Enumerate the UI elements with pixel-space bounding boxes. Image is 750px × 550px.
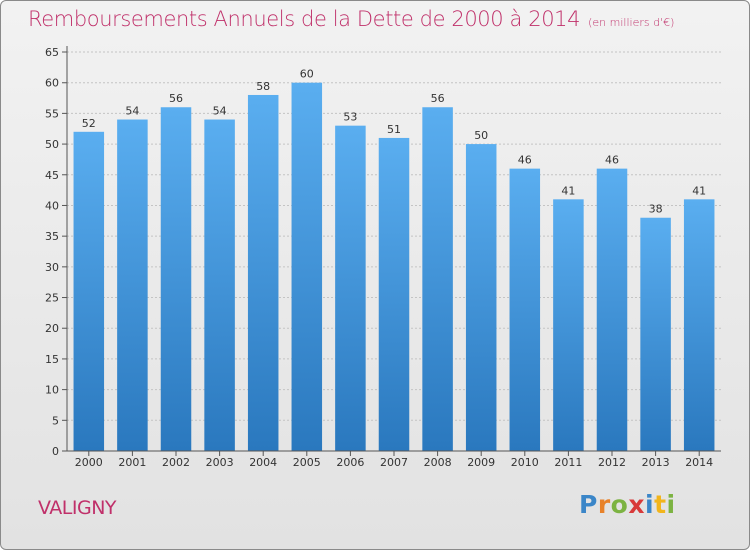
proxiti-logo: Proxiti: [579, 490, 676, 519]
commune-name: VALIGNY: [38, 497, 117, 519]
value-label: 58: [256, 80, 270, 93]
value-label: 54: [125, 105, 139, 118]
bar: [117, 119, 148, 452]
bar: [683, 199, 715, 451]
x-tick-label: 2005: [293, 456, 321, 469]
y-tick-label: 55: [45, 107, 59, 120]
x-tick-label: 2007: [380, 456, 408, 469]
bars: [73, 82, 715, 452]
x-tick-label: 2009: [467, 456, 495, 469]
y-tick-label: 25: [45, 292, 59, 305]
bar: [640, 217, 671, 451]
y-tick-label: 45: [45, 169, 59, 182]
y-tick-label: 20: [45, 322, 59, 335]
bar: [553, 199, 584, 451]
value-label: 41: [561, 184, 575, 197]
x-tick-label: 2001: [118, 456, 146, 469]
y-tick-label: 30: [45, 261, 59, 274]
x-tick-label: 2013: [642, 456, 670, 469]
logo-letter: t: [654, 490, 667, 519]
x-tick-label: 2006: [336, 456, 364, 469]
labels: 0 5 10 15 20 25 30 35 40 45 50 55 60 65 52 2000 54 2001 56…: [45, 46, 713, 469]
y-tick-label: 15: [45, 353, 59, 366]
y-tick-label: 5: [52, 414, 59, 427]
y-tick-label: 65: [45, 46, 59, 59]
logo-letter: P: [579, 490, 598, 519]
value-label: 50: [474, 129, 488, 142]
x-tick-label: 2002: [162, 456, 190, 469]
logo-letter: i: [645, 490, 655, 519]
logo-letter: i: [666, 490, 676, 519]
y-tick-label: 10: [45, 384, 59, 397]
chart-title: Remboursements Annuels de la Dette de 20…: [28, 7, 675, 31]
bar: [378, 137, 410, 451]
y-tick-label: 35: [45, 230, 59, 243]
x-tick-label: 2014: [685, 456, 713, 469]
value-label: 60: [300, 68, 314, 81]
value-label: 56: [431, 92, 445, 105]
value-label: 52: [82, 117, 96, 130]
bar: [291, 82, 323, 451]
x-tick-label: 2008: [424, 456, 452, 469]
bar: [596, 168, 628, 451]
y-tick-label: 50: [45, 138, 59, 151]
value-label: 56: [169, 92, 183, 105]
value-label: 54: [213, 105, 227, 118]
bar: [247, 94, 279, 451]
x-tick-label: 2003: [206, 456, 234, 469]
value-label: 46: [605, 154, 619, 167]
bar: [335, 125, 366, 452]
x-tick-label: 2000: [75, 456, 103, 469]
logo-letter: x: [628, 490, 645, 519]
bar: [509, 168, 541, 451]
chart-subtitle: (en milliers d'€): [588, 16, 675, 29]
axes: [62, 46, 721, 456]
value-label: 53: [343, 111, 357, 124]
y-tick-label: 40: [45, 199, 59, 212]
y-tick-label: 60: [45, 77, 59, 90]
x-tick-label: 2010: [511, 456, 539, 469]
logo-letter: o: [610, 490, 629, 519]
bar: [465, 144, 497, 452]
bar: [422, 107, 453, 451]
value-label: 51: [387, 123, 401, 136]
bar: [204, 119, 235, 452]
bar: [73, 131, 105, 452]
x-tick-label: 2012: [598, 456, 626, 469]
x-tick-label: 2011: [554, 456, 582, 469]
value-label: 38: [649, 203, 663, 216]
value-label: 41: [692, 184, 706, 197]
y-tick-label: 0: [52, 445, 59, 458]
value-label: 46: [518, 154, 532, 167]
logo-letter: r: [597, 490, 611, 519]
x-tick-label: 2004: [249, 456, 277, 469]
bar: [160, 107, 192, 451]
